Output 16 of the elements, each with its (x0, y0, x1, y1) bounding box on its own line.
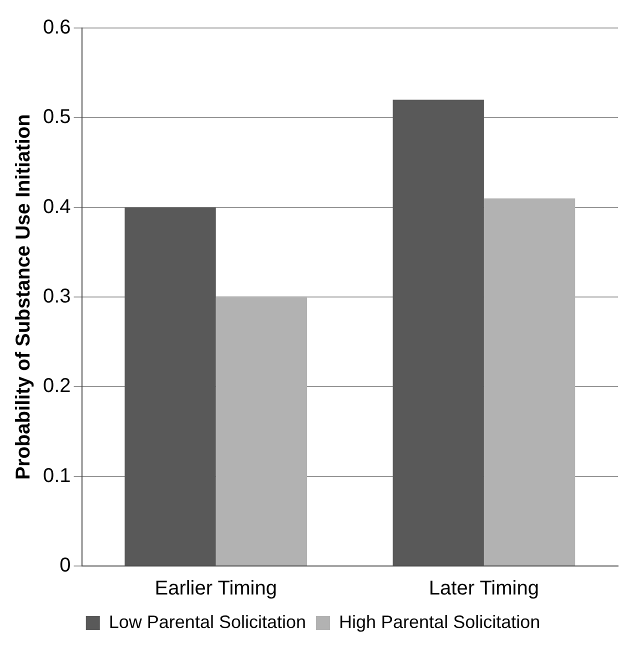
legend-label: High Parental Solicitation (339, 612, 540, 632)
y-tick-label: 0 (60, 554, 71, 577)
y-tick-label: 0.4 (42, 196, 71, 218)
bar (392, 100, 484, 566)
bar (484, 198, 576, 566)
y-tick-label: 0.5 (42, 106, 71, 128)
y-tick-label: 0.3 (42, 286, 71, 308)
x-tick-label: Later Timing (428, 578, 539, 600)
x-tick-label: Earlier Timing (154, 578, 277, 600)
y-tick-label: 0.6 (42, 16, 71, 39)
bar (216, 297, 308, 566)
y-tick-label: 0.1 (42, 464, 71, 487)
y-tick-label: 0.2 (42, 375, 71, 398)
legend-label: Low Parental Solicitation (108, 612, 306, 632)
bar (124, 207, 216, 566)
y-axis-title: Probability of Substance Use Initiation (12, 114, 35, 480)
